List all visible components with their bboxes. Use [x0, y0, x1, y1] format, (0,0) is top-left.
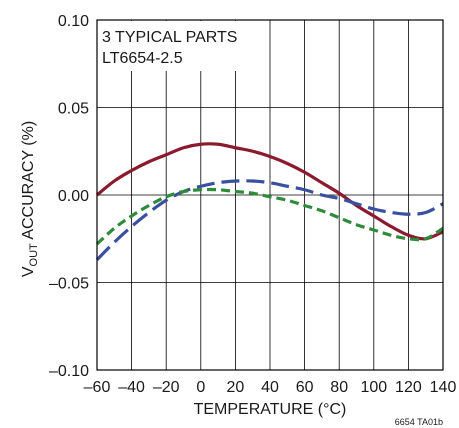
y-axis-title-main: V [20, 266, 37, 277]
series-line-2 [95, 179, 444, 261]
annotation-line-2: LT6654-2.5 [102, 50, 183, 67]
annotation-line-1: 3 TYPICAL PARTS [102, 29, 237, 46]
plot-frame [96, 19, 444, 371]
x-tick-label-6: 60 [296, 379, 314, 396]
y-tick-label-1: –0.05 [49, 276, 89, 293]
y-axis-title: VOUT ACCURACY (%) [20, 121, 40, 277]
y-axis-title-rest: ACCURACY (%) [20, 121, 37, 243]
x-tick-label-1: –40 [118, 379, 145, 396]
x-tick-label-10: 140 [430, 379, 457, 396]
x-tick-label-7: 80 [330, 379, 348, 396]
x-tick-label-3: 0 [196, 379, 205, 396]
y-tick-labels: –0.10 –0.05 0.00 0.05 0.10 [49, 13, 89, 380]
series-group [95, 142, 444, 261]
series-line-1 [95, 142, 444, 241]
x-tick-label-0: –60 [84, 379, 111, 396]
x-tick-label-5: 40 [261, 379, 279, 396]
y-tick-label-2: 0.00 [58, 188, 89, 205]
annotation-box: 3 TYPICAL PARTS LT6654-2.5 [98, 21, 248, 71]
x-axis-title: TEMPERATURE (°C) [194, 401, 347, 418]
y-tick-label-0: –0.10 [49, 363, 89, 380]
x-tick-label-4: 20 [227, 379, 245, 396]
x-tick-labels: –60 –40 –20 0 20 40 60 80 100 120 140 [84, 379, 457, 396]
figure-code: 6654 TA01b [395, 417, 443, 427]
annotation-background [98, 21, 248, 71]
y-axis-title-subscript: OUT [28, 243, 40, 267]
x-tick-label-9: 120 [395, 379, 422, 396]
x-tick-label-2: –20 [153, 379, 180, 396]
y-tick-label-3: 0.05 [58, 101, 89, 118]
y-tick-label-4: 0.10 [58, 13, 89, 30]
series-line-3 [95, 187, 444, 246]
grid [96, 19, 444, 371]
x-tick-label-8: 100 [360, 379, 387, 396]
